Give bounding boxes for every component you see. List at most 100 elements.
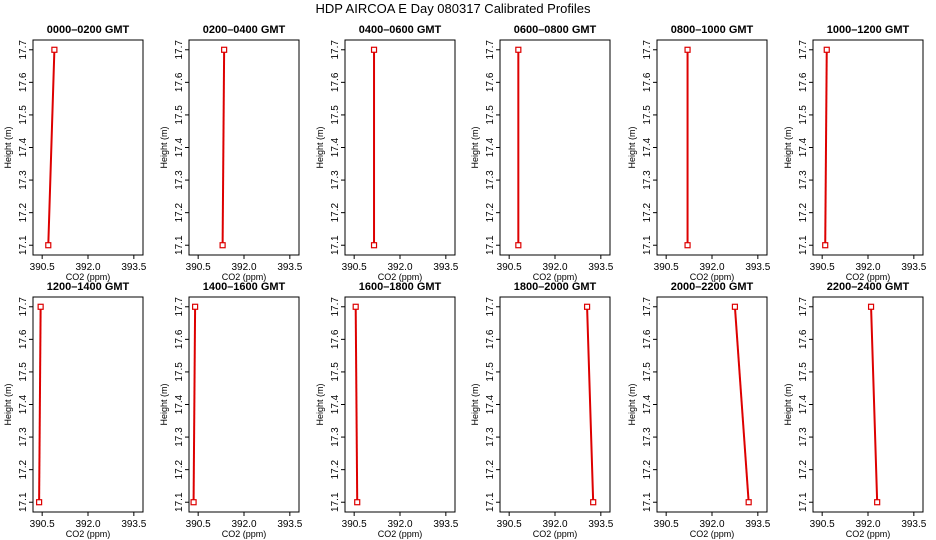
- profile-line: [354, 306, 359, 503]
- x-axis-label: CO2 (ppm): [846, 529, 891, 539]
- y-tick-label: 17.3: [174, 170, 185, 190]
- x-axis-label: CO2 (ppm): [66, 529, 111, 539]
- x-tick-label: 393.5: [277, 262, 302, 273]
- profile-endpoint-marker: [352, 303, 359, 310]
- y-tick-label: 17.7: [18, 297, 29, 317]
- y-axis-label: Height (m): [627, 126, 637, 168]
- y-tick-label: 17.6: [798, 72, 809, 92]
- x-axis-label: CO2 (ppm): [66, 272, 111, 282]
- y-tick-label: 17.6: [18, 72, 29, 92]
- y-tick-label: 17.1: [174, 492, 185, 512]
- y-tick-label: 17.4: [798, 394, 809, 414]
- y-tick-label: 17.4: [18, 137, 29, 157]
- profile-endpoint-marker: [874, 499, 881, 506]
- x-tick-label: 390.5: [810, 519, 835, 530]
- panel-1: 0200–0400 GMT 390.5 392.0 393.5 17.1 17.2 17.3…: [159, 24, 303, 282]
- x-tick-label: 390.5: [30, 519, 55, 530]
- y-tick-label: 17.2: [642, 202, 653, 222]
- x-axis-label: CO2 (ppm): [690, 529, 735, 539]
- y-tick-label: 17.6: [174, 72, 185, 92]
- y-tick-label: 17.5: [330, 105, 341, 125]
- panel-title: 0600–0800 GMT: [514, 24, 597, 36]
- y-tick-label: 17.7: [798, 40, 809, 60]
- y-tick-label: 17.2: [642, 459, 653, 479]
- y-tick-label: 17.5: [798, 362, 809, 382]
- y-tick-label: 17.7: [798, 297, 809, 317]
- y-tick-label: 17.7: [174, 40, 185, 60]
- profile-line: [221, 49, 226, 246]
- x-tick-label: 393.5: [433, 519, 458, 530]
- profile-endpoint-marker: [221, 46, 228, 53]
- x-axis-label: CO2 (ppm): [690, 272, 735, 282]
- x-axis-label: CO2 (ppm): [533, 529, 578, 539]
- y-axis-label: Height (m): [783, 126, 793, 168]
- profile-endpoint-marker: [45, 242, 52, 249]
- x-tick-label: 390.5: [654, 262, 679, 273]
- y-tick-label: 17.5: [485, 362, 496, 382]
- plot-frame: [188, 39, 300, 256]
- panel-11: 2200–2400 GMT 390.5 392.0 393.5 17.1 17.2 17.3…: [783, 281, 927, 539]
- x-tick-label: 393.5: [588, 519, 613, 530]
- y-tick-label: 17.4: [798, 137, 809, 157]
- y-tick-label: 17.1: [642, 235, 653, 255]
- x-tick-label: 390.5: [186, 519, 211, 530]
- y-tick-label: 17.5: [485, 105, 496, 125]
- profile-endpoint-marker: [370, 46, 378, 53]
- y-tick-label: 17.3: [642, 427, 653, 447]
- y-axis-label: Height (m): [159, 383, 169, 425]
- y-tick-label: 17.5: [174, 105, 185, 125]
- y-tick-label: 17.2: [485, 459, 496, 479]
- y-tick-label: 17.5: [798, 105, 809, 125]
- x-tick-label: 392.0: [855, 262, 880, 273]
- y-tick-label: 17.2: [174, 202, 185, 222]
- y-tick-label: 17.2: [18, 202, 29, 222]
- x-tick-label: 393.5: [901, 262, 926, 273]
- y-tick-label: 17.5: [18, 105, 29, 125]
- y-tick-label: 17.7: [18, 40, 29, 60]
- y-tick-label: 17.2: [330, 459, 341, 479]
- y-axis-label: Height (m): [627, 383, 637, 425]
- y-tick-label: 17.7: [642, 40, 653, 60]
- profile-line: [733, 306, 750, 503]
- x-tick-label: 393.5: [901, 519, 926, 530]
- x-axis-label: CO2 (ppm): [846, 272, 891, 282]
- profile-endpoint-marker: [745, 499, 752, 506]
- y-tick-label: 17.2: [485, 202, 496, 222]
- panel-7: 1400–1600 GMT 390.5 392.0 393.5 17.1 17.2 17.3…: [159, 281, 303, 539]
- panel-title: 2200–2400 GMT: [827, 281, 910, 293]
- y-tick-label: 17.4: [174, 137, 185, 157]
- y-tick-label: 17.3: [798, 170, 809, 190]
- y-tick-label: 17.1: [485, 235, 496, 255]
- y-tick-label: 17.1: [330, 235, 341, 255]
- x-tick-label: 393.5: [745, 519, 770, 530]
- x-axis-label: CO2 (ppm): [533, 272, 578, 282]
- plot-frame: [344, 39, 456, 256]
- y-tick-label: 17.3: [798, 427, 809, 447]
- panel-title: 1000–1200 GMT: [827, 24, 910, 36]
- profile-line: [870, 306, 879, 503]
- plot-frame: [188, 296, 300, 513]
- x-tick-label: 392.0: [231, 262, 256, 273]
- y-tick-label: 17.1: [642, 492, 653, 512]
- y-tick-label: 17.5: [18, 362, 29, 382]
- y-tick-label: 17.4: [18, 394, 29, 414]
- y-tick-label: 17.2: [798, 202, 809, 222]
- y-axis-label: Height (m): [159, 126, 169, 168]
- profile-endpoint-marker: [192, 303, 199, 310]
- x-tick-label: 390.5: [342, 262, 367, 273]
- panel-6: 1200–1400 GMT 390.5 392.0 393.5 17.1 17.2 17.3…: [3, 281, 147, 539]
- panel-title: 0000–0200 GMT: [47, 24, 130, 36]
- y-tick-label: 17.1: [798, 492, 809, 512]
- y-tick-label: 17.7: [330, 40, 341, 60]
- y-tick-label: 17.7: [642, 297, 653, 317]
- y-tick-label: 17.3: [485, 427, 496, 447]
- x-tick-label: 392.0: [387, 262, 412, 273]
- plot-frame: [499, 296, 611, 513]
- plot-frame: [499, 39, 611, 256]
- panel-9: 1800–2000 GMT 390.5 392.0 393.5 17.1 17.2 17.3…: [470, 281, 614, 539]
- y-tick-label: 17.3: [330, 427, 341, 447]
- panel-5: 1000–1200 GMT 390.5 392.0 393.5 17.1 17.2 17.3…: [783, 24, 927, 282]
- y-tick-label: 17.6: [18, 329, 29, 349]
- y-tick-label: 17.1: [485, 492, 496, 512]
